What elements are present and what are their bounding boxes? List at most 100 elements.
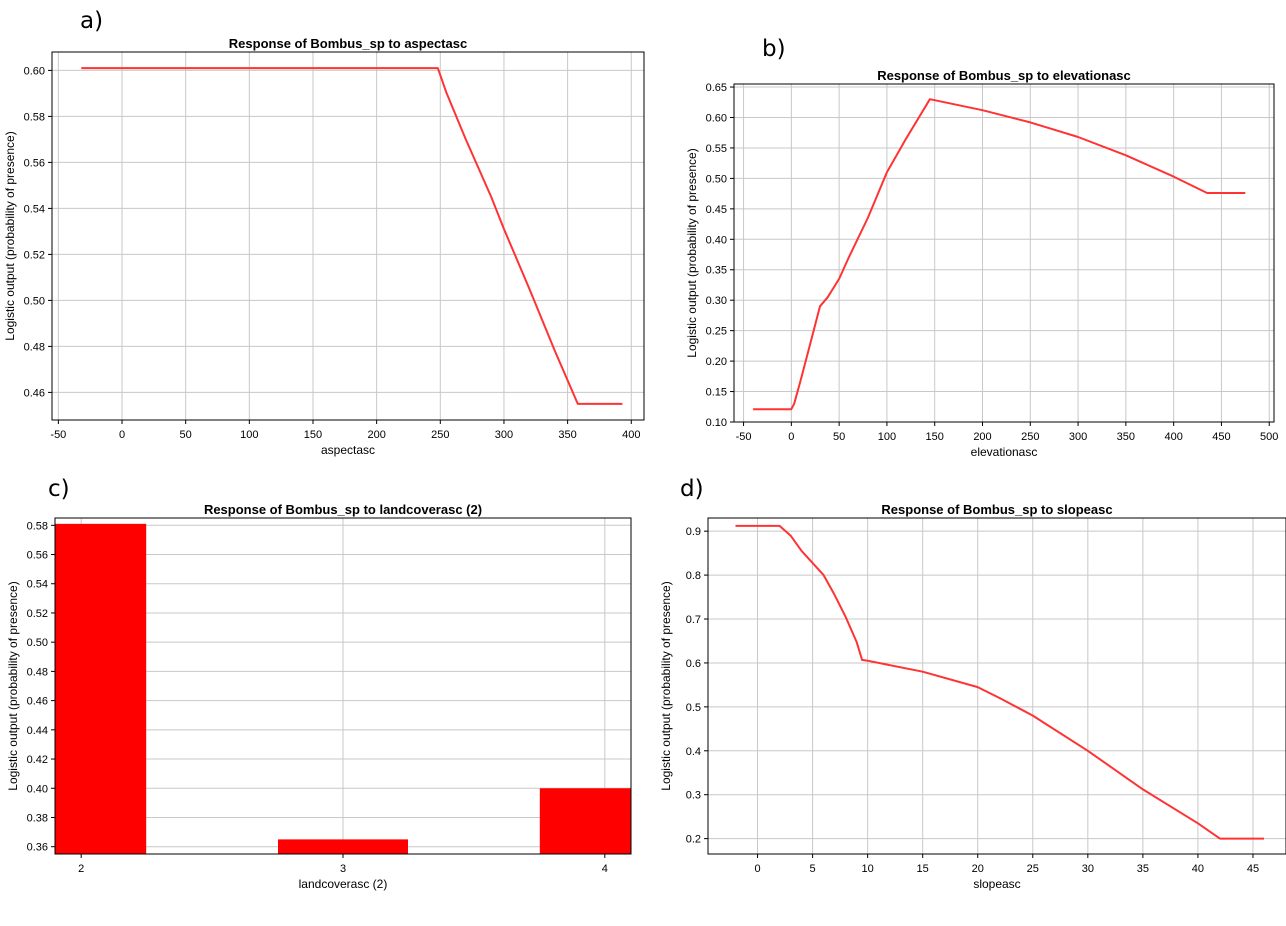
x-tick-label: 200 xyxy=(973,431,991,443)
y-tick-label: 0.30 xyxy=(706,295,727,307)
bar-3 xyxy=(278,839,408,854)
x-tick-label: 350 xyxy=(1117,431,1135,443)
x-tick-label: 100 xyxy=(878,431,896,443)
series-line xyxy=(753,98,1246,411)
y-tick-label: 0.55 xyxy=(706,143,727,155)
y-tick-label: 0.10 xyxy=(706,417,727,429)
y-tick-label: 0.15 xyxy=(706,387,727,399)
y-tick-label: 0.60 xyxy=(706,112,727,124)
y-tick-label: 0.9 xyxy=(686,526,701,538)
x-tick-label: 150 xyxy=(926,431,944,443)
plot-frame xyxy=(51,51,645,421)
x-tick-label: 0 xyxy=(119,429,125,441)
y-tick-label: 0.56 xyxy=(24,157,45,169)
series-line xyxy=(735,524,1264,840)
panel-letter-c: c) xyxy=(48,476,70,502)
x-tick-label: 25 xyxy=(1027,863,1039,875)
x-axis-label: aspectasc xyxy=(321,443,375,457)
chart-landcoverasc: Response of Bombus_sp to landcoverasc (2… xyxy=(6,502,632,891)
x-tick-label: 350 xyxy=(558,429,576,441)
y-tick-label: 0.40 xyxy=(706,234,727,246)
y-tick-label: 0.50 xyxy=(27,637,48,649)
y-axis-label: Logistic output (probability of presence… xyxy=(3,131,17,340)
y-tick-label: 0.54 xyxy=(24,203,45,215)
x-tick-label: 400 xyxy=(1164,431,1182,443)
y-tick-label: 0.7 xyxy=(686,614,701,626)
plot-frame xyxy=(733,83,1275,423)
x-tick-label: 250 xyxy=(431,429,449,441)
y-tick-label: 0.5 xyxy=(686,702,701,714)
x-tick-label: -50 xyxy=(50,429,66,441)
plot-frame xyxy=(707,517,1286,855)
y-tick-label: 0.56 xyxy=(27,550,48,562)
y-tick-label: 0.44 xyxy=(27,725,48,737)
x-tick-label: 50 xyxy=(180,429,192,441)
chart-title: Response of Bombus_sp to landcoverasc (2… xyxy=(204,502,482,517)
x-tick-label: 3 xyxy=(340,863,346,875)
y-tick-label: 0.25 xyxy=(706,326,727,338)
y-tick-label: 0.52 xyxy=(24,249,45,261)
y-tick-label: 0.40 xyxy=(27,783,48,795)
x-tick-label: -50 xyxy=(736,431,752,443)
x-tick-label: 4 xyxy=(602,863,608,875)
plot-frame xyxy=(54,517,632,855)
x-tick-label: 40 xyxy=(1192,863,1204,875)
y-tick-label: 0.2 xyxy=(686,834,701,846)
chart-slopeasc: Response of Bombus_sp to slopeasc 0.2 0.3 0… xyxy=(659,502,1286,891)
y-tick-label: 0.42 xyxy=(27,754,48,766)
x-tick-label: 300 xyxy=(1069,431,1087,443)
chart-aspectasc: Response of Bombus_sp to aspectasc 0.46 0.… xyxy=(3,36,645,457)
y-tick-label: 0.60 xyxy=(24,65,45,77)
x-tick-label: 450 xyxy=(1212,431,1230,443)
chart-title: Response of Bombus_sp to aspectasc xyxy=(229,36,467,51)
y-axis-label: Logistic output (probability of presence… xyxy=(6,581,20,790)
x-tick-label: 150 xyxy=(304,429,322,441)
x-tick-label: 0 xyxy=(788,431,794,443)
bar-2 xyxy=(55,523,147,854)
y-tick-label: 0.46 xyxy=(27,696,48,708)
x-tick-label: 500 xyxy=(1260,431,1278,443)
panel-letter-d: d) xyxy=(680,476,704,502)
y-axis-label: Logistic output (probability of presence… xyxy=(685,148,699,357)
y-tick-label: 0.3 xyxy=(686,790,701,802)
x-tick-label: 200 xyxy=(367,429,385,441)
panel-letter-a: a) xyxy=(80,8,104,34)
x-tick-label: 0 xyxy=(754,863,760,875)
x-tick-label: 300 xyxy=(495,429,513,441)
y-tick-label: 0.58 xyxy=(24,111,45,123)
y-tick-label: 0.8 xyxy=(686,570,701,582)
chart-elevationasc: Response of Bombus_sp to elevationasc 0.1… xyxy=(685,68,1278,459)
x-axis-label: slopeasc xyxy=(973,877,1020,891)
y-axis-label: Logistic output (probability of presence… xyxy=(659,581,673,790)
x-tick-label: 30 xyxy=(1082,863,1094,875)
chart-title: Response of Bombus_sp to slopeasc xyxy=(881,502,1112,517)
x-tick-label: 5 xyxy=(810,863,816,875)
y-tick-label: 0.52 xyxy=(27,608,48,620)
x-tick-label: 50 xyxy=(833,431,845,443)
series-line xyxy=(81,67,623,405)
y-tick-label: 0.35 xyxy=(706,265,727,277)
y-tick-label: 0.38 xyxy=(27,812,48,824)
panel-letter-b: b) xyxy=(762,36,786,62)
x-tick-label: 10 xyxy=(862,863,874,875)
x-tick-label: 400 xyxy=(622,429,640,441)
y-tick-label: 0.65 xyxy=(706,82,727,94)
y-tick-label: 0.50 xyxy=(24,295,45,307)
y-tick-label: 0.20 xyxy=(706,356,727,368)
x-tick-label: 20 xyxy=(972,863,984,875)
x-tick-label: 250 xyxy=(1021,431,1039,443)
y-tick-label: 0.36 xyxy=(27,842,48,854)
x-axis-label: elevationasc xyxy=(971,445,1038,459)
bar-4 xyxy=(539,788,631,854)
y-tick-label: 0.46 xyxy=(24,387,45,399)
y-tick-label: 0.54 xyxy=(27,579,48,591)
y-tick-label: 0.58 xyxy=(27,520,48,532)
x-tick-label: 100 xyxy=(240,429,258,441)
y-tick-label: 0.48 xyxy=(24,341,45,353)
y-tick-label: 0.4 xyxy=(686,746,701,758)
y-tick-label: 0.6 xyxy=(686,658,701,670)
chart-title: Response of Bombus_sp to elevationasc xyxy=(877,68,1131,83)
y-tick-label: 0.45 xyxy=(706,204,727,216)
x-tick-label: 35 xyxy=(1137,863,1149,875)
x-tick-label: 15 xyxy=(917,863,929,875)
